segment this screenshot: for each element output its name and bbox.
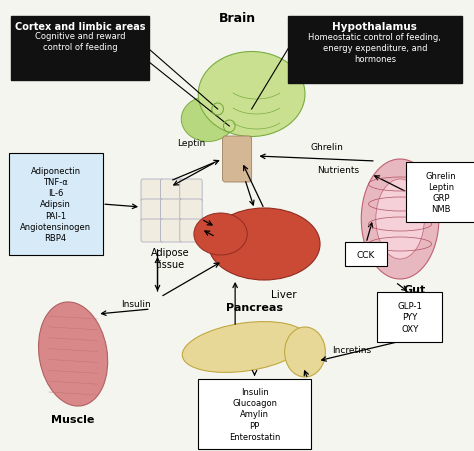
Ellipse shape [182,322,307,373]
Text: Brain: Brain [219,12,255,25]
Text: Homeostatic control of feeding,
energy expenditure, and
hormones: Homeostatic control of feeding, energy e… [309,32,441,64]
Text: GLP-1
PYY
OXY: GLP-1 PYY OXY [397,302,422,333]
Text: Cognitive and reward
control of feeding: Cognitive and reward control of feeding [35,32,125,52]
FancyBboxPatch shape [345,243,387,267]
Ellipse shape [181,97,235,142]
Text: Incretins: Incretins [332,345,371,354]
Text: Pancreas: Pancreas [226,302,283,312]
Text: Muscle: Muscle [51,414,95,424]
Text: CCK: CCK [357,250,375,259]
Text: Cortex and limbic areas: Cortex and limbic areas [15,22,145,32]
Text: Nutrients: Nutrients [318,166,360,175]
FancyBboxPatch shape [160,220,183,243]
FancyBboxPatch shape [180,220,202,243]
Text: Adipose
tissue: Adipose tissue [151,248,190,269]
FancyBboxPatch shape [198,379,311,449]
FancyBboxPatch shape [180,179,202,202]
FancyBboxPatch shape [222,137,252,183]
FancyBboxPatch shape [141,179,164,202]
Text: Insulin
Glucoagon
Amylin
PP
Enterostatin: Insulin Glucoagon Amylin PP Enterostatin [229,387,280,441]
Text: Ghrelin
Leptin
GRP
NMB: Ghrelin Leptin GRP NMB [426,171,456,214]
Text: Hypothalamus: Hypothalamus [332,22,417,32]
FancyBboxPatch shape [180,199,202,222]
FancyBboxPatch shape [11,17,149,81]
Ellipse shape [38,302,108,406]
FancyBboxPatch shape [9,154,103,255]
FancyBboxPatch shape [406,163,474,222]
FancyBboxPatch shape [141,220,164,243]
Ellipse shape [194,213,247,255]
Text: Ghrelin: Ghrelin [311,143,344,152]
FancyBboxPatch shape [288,17,462,84]
Ellipse shape [209,208,320,281]
FancyBboxPatch shape [160,199,183,222]
FancyBboxPatch shape [160,179,183,202]
Ellipse shape [284,327,325,377]
FancyBboxPatch shape [377,292,442,342]
Ellipse shape [376,179,424,259]
Text: Insulin: Insulin [121,300,151,309]
Ellipse shape [198,52,305,137]
Text: Leptin: Leptin [177,139,206,147]
Text: Liver: Liver [271,290,296,299]
FancyBboxPatch shape [141,199,164,222]
Text: Gut: Gut [403,285,426,295]
Ellipse shape [361,160,439,279]
Text: Adiponectin
TNF-α
IL-6
Adipsin
PAI-1
Angiotensinogen
RBP4: Adiponectin TNF-α IL-6 Adipsin PAI-1 Ang… [20,167,91,242]
